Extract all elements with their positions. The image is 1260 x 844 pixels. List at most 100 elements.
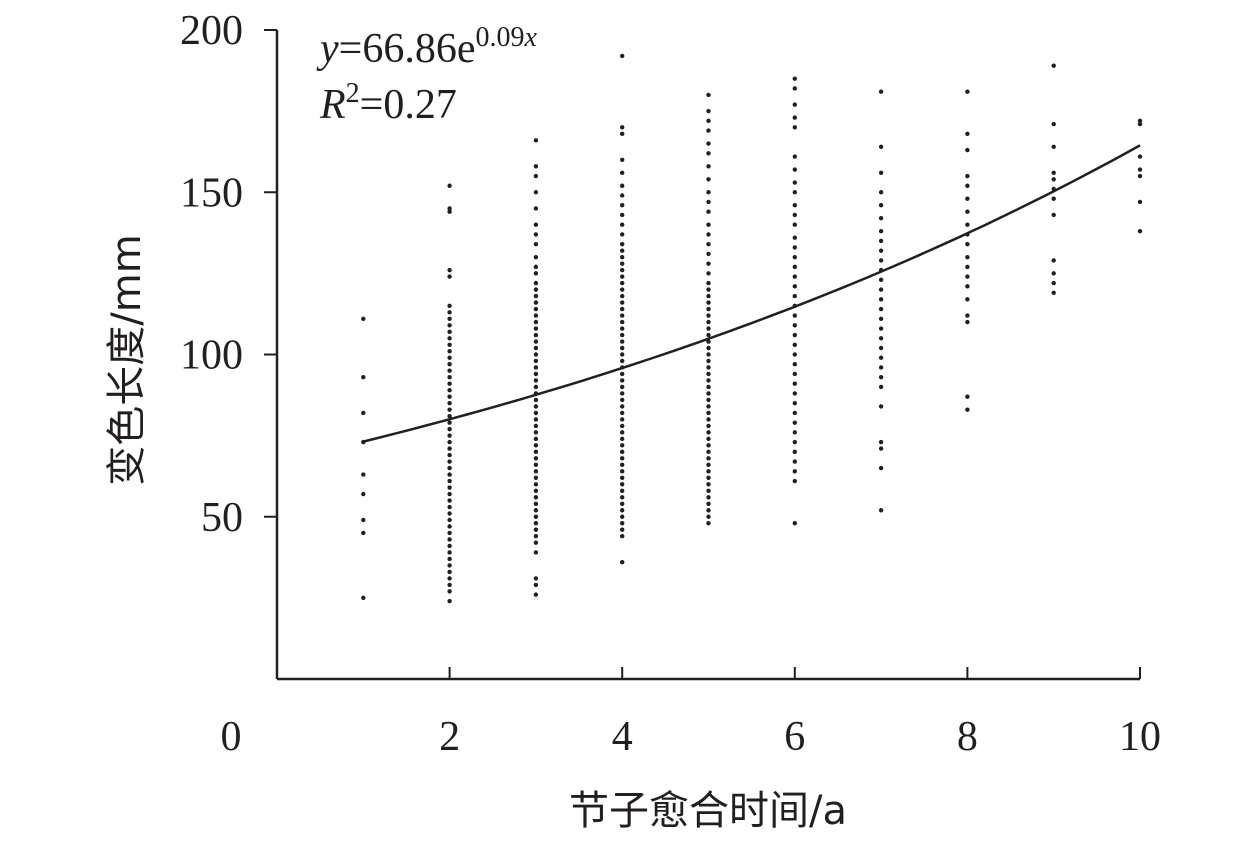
data-point bbox=[706, 190, 711, 195]
data-point bbox=[706, 177, 711, 182]
data-point bbox=[792, 125, 797, 130]
data-point bbox=[620, 241, 625, 247]
data-point bbox=[447, 556, 452, 562]
data-point bbox=[706, 508, 711, 513]
data-point bbox=[792, 254, 797, 260]
data-point bbox=[447, 524, 452, 529]
data-point bbox=[533, 173, 539, 179]
data-point bbox=[792, 190, 797, 195]
data-point bbox=[706, 92, 711, 98]
data-point bbox=[533, 287, 539, 292]
eq-y: y bbox=[316, 26, 339, 72]
data-point bbox=[447, 472, 452, 477]
data-point bbox=[706, 410, 711, 416]
data-point bbox=[792, 410, 797, 416]
data-point bbox=[792, 102, 797, 107]
data-point bbox=[533, 241, 539, 247]
data-point bbox=[620, 384, 625, 390]
data-point bbox=[965, 264, 970, 270]
data-point bbox=[447, 394, 452, 399]
data-point bbox=[447, 303, 452, 309]
data-point bbox=[533, 456, 539, 461]
data-point bbox=[706, 495, 711, 500]
data-point bbox=[533, 264, 539, 270]
data-point bbox=[706, 404, 711, 409]
data-point bbox=[620, 397, 625, 403]
data-point bbox=[533, 501, 539, 506]
data-point bbox=[620, 183, 625, 188]
data-point bbox=[447, 582, 452, 588]
data-point bbox=[792, 222, 797, 227]
data-point bbox=[447, 209, 452, 214]
data-point bbox=[447, 316, 452, 322]
data-point bbox=[706, 271, 711, 276]
data-point bbox=[792, 115, 797, 120]
data-point bbox=[706, 128, 711, 133]
data-point bbox=[533, 232, 539, 237]
data-point bbox=[533, 339, 539, 344]
data-point bbox=[620, 326, 625, 331]
data-point bbox=[1137, 118, 1143, 124]
data-point bbox=[706, 391, 711, 396]
data-point bbox=[965, 274, 970, 279]
data-point bbox=[620, 508, 625, 513]
data-point bbox=[878, 355, 884, 360]
data-point bbox=[361, 316, 366, 322]
data-point bbox=[620, 319, 625, 325]
data-point bbox=[878, 465, 884, 471]
eq-exponent: 0.09 bbox=[475, 22, 524, 53]
data-point bbox=[533, 397, 539, 403]
data-point bbox=[792, 284, 797, 289]
data-point bbox=[965, 394, 970, 399]
data-point bbox=[706, 199, 711, 205]
data-point bbox=[533, 138, 539, 143]
data-point bbox=[533, 488, 539, 493]
data-point bbox=[533, 430, 539, 435]
data-point bbox=[792, 449, 797, 455]
data-point bbox=[620, 404, 625, 409]
data-point bbox=[706, 371, 711, 377]
data-point bbox=[533, 222, 539, 227]
x-tick-label: 8 bbox=[957, 714, 978, 760]
data-point bbox=[447, 342, 452, 347]
data-point bbox=[878, 375, 884, 380]
data-point bbox=[792, 521, 797, 526]
data-point bbox=[620, 462, 625, 468]
data-point bbox=[620, 371, 625, 377]
data-point bbox=[620, 410, 625, 416]
data-point bbox=[447, 349, 452, 354]
y-tick-label: 100 bbox=[180, 333, 243, 379]
data-point bbox=[706, 345, 711, 351]
data-point bbox=[620, 232, 625, 237]
x-axis-title: 节子愈合时间/a bbox=[569, 788, 847, 834]
x-ticks: 0 2 4 6 8 10 bbox=[221, 667, 1161, 760]
data-point bbox=[533, 306, 539, 312]
data-point bbox=[706, 280, 711, 286]
data-point bbox=[792, 203, 797, 208]
data-point bbox=[361, 491, 366, 497]
data-point bbox=[447, 543, 452, 549]
data-point bbox=[447, 381, 452, 386]
data-point bbox=[447, 400, 452, 406]
data-point bbox=[706, 232, 711, 237]
data-point bbox=[447, 465, 452, 471]
data-point bbox=[620, 391, 625, 396]
data-point bbox=[792, 323, 797, 328]
data-point bbox=[533, 313, 539, 318]
data-point bbox=[792, 400, 797, 406]
y-ticks: 50 100 150 200 bbox=[180, 8, 277, 541]
data-point bbox=[620, 521, 625, 526]
data-point bbox=[447, 498, 452, 503]
data-point bbox=[792, 439, 797, 445]
data-point bbox=[965, 183, 970, 188]
data-point bbox=[533, 164, 539, 169]
data-point bbox=[447, 387, 452, 393]
data-point bbox=[447, 329, 452, 334]
data-point bbox=[878, 306, 884, 312]
data-point bbox=[447, 420, 452, 425]
data-point bbox=[533, 410, 539, 416]
data-point bbox=[533, 462, 539, 468]
data-point bbox=[620, 417, 625, 422]
